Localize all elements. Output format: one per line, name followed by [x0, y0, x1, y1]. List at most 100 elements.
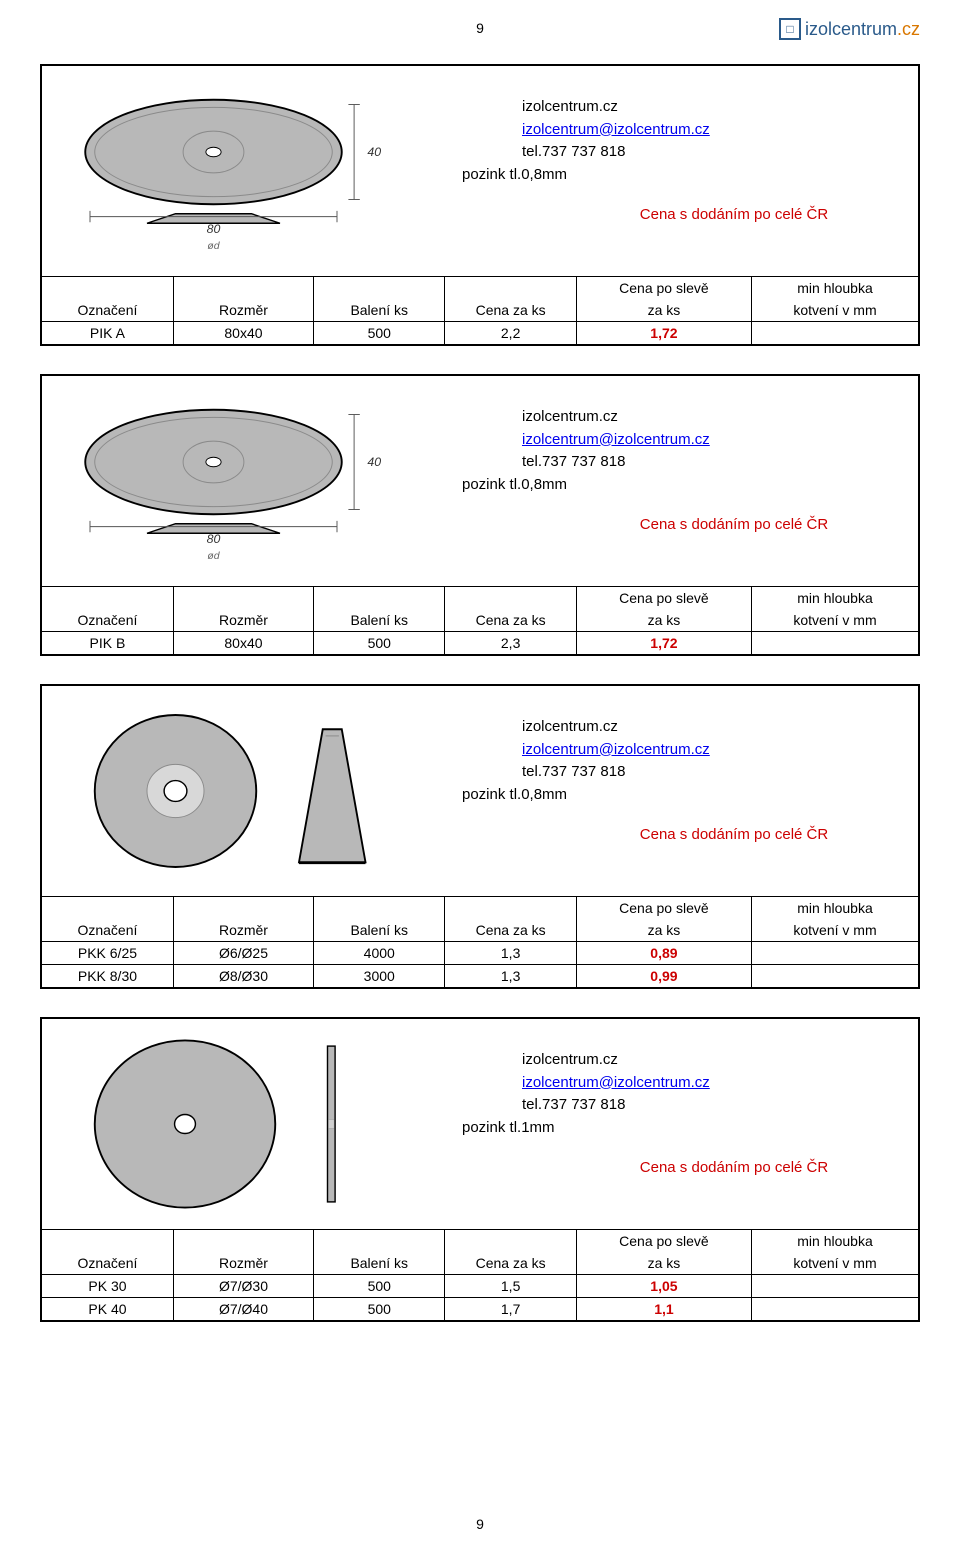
contact-email: izolcentrum@izolcentrum.cz	[522, 429, 898, 452]
table-header-row-2: Označení Rozměr Balení ks Cena za ks za …	[42, 1252, 918, 1275]
table-row: PKK 6/25 Ø6/Ø25 4000 1,3 0,89	[42, 942, 918, 965]
th-rozmer: Rozměr	[173, 609, 313, 632]
cell-sleve: 1,72	[576, 632, 751, 655]
contact-email: izolcentrum@izolcentrum.cz	[522, 739, 898, 762]
cell-oznaceni: PKK 8/30	[42, 965, 173, 988]
th-hloubka-bot: kotvení v mm	[752, 919, 918, 942]
brand-logo: □ izolcentrum.cz	[779, 18, 920, 40]
table-row: PIK B 80x40 500 2,3 1,72	[42, 632, 918, 655]
block-top: 80 40 ød izolcentrum.cz izolcentrum@izol…	[42, 376, 918, 586]
table-row: PKK 8/30 Ø8/Ø30 3000 1,3 0,99	[42, 965, 918, 988]
table-header-row-1: Cena po slevě min hloubka	[42, 587, 918, 610]
cell-hloubka	[752, 965, 918, 988]
table-header-row-2: Označení Rozměr Balení ks Cena za ks za …	[42, 299, 918, 322]
cell-baleni: 4000	[314, 942, 445, 965]
cell-cena: 1,5	[445, 1275, 576, 1298]
contact-email: izolcentrum@izolcentrum.cz	[522, 119, 898, 142]
contact-name: izolcentrum.cz	[522, 1049, 898, 1072]
product-image	[42, 1019, 442, 1229]
page-number-bottom: 9	[0, 1516, 960, 1532]
table-header-row-1: Cena po slevě min hloubka	[42, 897, 918, 920]
th-empty	[314, 587, 445, 610]
contact-name: izolcentrum.cz	[522, 406, 898, 429]
material-line: pozink tl.0,8mm	[462, 784, 898, 807]
cell-rozmer: Ø7/Ø40	[173, 1298, 313, 1321]
cell-hloubka	[752, 632, 918, 655]
th-sleve-bot: za ks	[576, 609, 751, 632]
table-row: PK 40 Ø7/Ø40 500 1,7 1,1	[42, 1298, 918, 1321]
cell-baleni: 500	[314, 1275, 445, 1298]
svg-text:ød: ød	[207, 241, 220, 252]
cell-oznaceni: PIK A	[42, 322, 173, 345]
contact-phone: tel.737 737 818	[522, 1094, 898, 1117]
table-row: PIK A 80x40 500 2,2 1,72	[42, 322, 918, 345]
product-info: izolcentrum.cz izolcentrum@izolcentrum.c…	[442, 376, 918, 586]
cell-rozmer: Ø6/Ø25	[173, 942, 313, 965]
th-baleni: Balení ks	[314, 609, 445, 632]
table-row: PK 30 Ø7/Ø30 500 1,5 1,05	[42, 1275, 918, 1298]
th-empty	[314, 897, 445, 920]
contact-phone: tel.737 737 818	[522, 141, 898, 164]
table-header-row-2: Označení Rozměr Balení ks Cena za ks za …	[42, 609, 918, 632]
th-empty	[445, 277, 576, 300]
svg-text:40: 40	[367, 455, 381, 469]
flat-disc-diagram	[52, 1029, 432, 1219]
th-empty	[42, 897, 173, 920]
th-sleve-top: Cena po slevě	[576, 897, 751, 920]
th-cena: Cena za ks	[445, 919, 576, 942]
cell-cena: 2,2	[445, 322, 576, 345]
product-block-pkk: izolcentrum.cz izolcentrum@izolcentrum.c…	[40, 684, 920, 989]
material-line: pozink tl.0,8mm	[462, 164, 898, 187]
product-info: izolcentrum.cz izolcentrum@izolcentrum.c…	[442, 1019, 918, 1229]
contact-email: izolcentrum@izolcentrum.cz	[522, 1072, 898, 1095]
logo-word: izolcentrum	[805, 19, 897, 39]
cell-cena: 1,7	[445, 1298, 576, 1321]
th-oznaceni: Označení	[42, 299, 173, 322]
th-empty	[314, 277, 445, 300]
product-image	[42, 686, 442, 896]
logo-suffix: .cz	[897, 19, 920, 39]
svg-text:ød: ød	[207, 551, 220, 562]
cell-sleve: 1,1	[576, 1298, 751, 1321]
contact-phone: tel.737 737 818	[522, 761, 898, 784]
cell-rozmer: 80x40	[173, 632, 313, 655]
cell-cena: 2,3	[445, 632, 576, 655]
cell-sleve: 0,89	[576, 942, 751, 965]
th-empty	[173, 277, 313, 300]
cell-cena: 1,3	[445, 965, 576, 988]
th-empty	[42, 1230, 173, 1253]
oval-plate-diagram: 80 40 ød	[52, 386, 432, 576]
th-empty	[445, 897, 576, 920]
cell-sleve: 0,99	[576, 965, 751, 988]
th-cena: Cena za ks	[445, 1252, 576, 1275]
svg-text:80: 80	[207, 532, 221, 546]
th-hloubka-bot: kotvení v mm	[752, 609, 918, 632]
th-empty	[314, 1230, 445, 1253]
th-sleve-top: Cena po slevě	[576, 587, 751, 610]
table-header-row-1: Cena po slevě min hloubka	[42, 277, 918, 300]
th-hloubka-bot: kotvení v mm	[752, 1252, 918, 1275]
product-block-pik-a: 80 40 ød izolcentrum.cz izolcentrum@izol…	[40, 64, 920, 346]
cell-oznaceni: PK 30	[42, 1275, 173, 1298]
th-empty	[173, 897, 313, 920]
cell-cena: 1,3	[445, 942, 576, 965]
th-hloubka-bot: kotvení v mm	[752, 299, 918, 322]
th-empty	[42, 277, 173, 300]
th-oznaceni: Označení	[42, 609, 173, 632]
product-table: Cena po slevě min hloubka Označení Rozmě…	[42, 586, 918, 654]
block-top: 80 40 ød izolcentrum.cz izolcentrum@izol…	[42, 66, 918, 276]
cell-hloubka	[752, 1275, 918, 1298]
th-baleni: Balení ks	[314, 919, 445, 942]
product-table: Cena po slevě min hloubka Označení Rozmě…	[42, 1229, 918, 1320]
cell-rozmer: 80x40	[173, 322, 313, 345]
th-cena: Cena za ks	[445, 609, 576, 632]
price-header: Cena s dodáním po celé ČR	[582, 204, 898, 230]
contact-name: izolcentrum.cz	[522, 96, 898, 119]
cell-oznaceni: PKK 6/25	[42, 942, 173, 965]
th-oznaceni: Označení	[42, 919, 173, 942]
th-sleve-bot: za ks	[576, 919, 751, 942]
th-baleni: Balení ks	[314, 299, 445, 322]
logo-icon: □	[779, 18, 801, 40]
cell-hloubka	[752, 322, 918, 345]
cell-sleve: 1,72	[576, 322, 751, 345]
